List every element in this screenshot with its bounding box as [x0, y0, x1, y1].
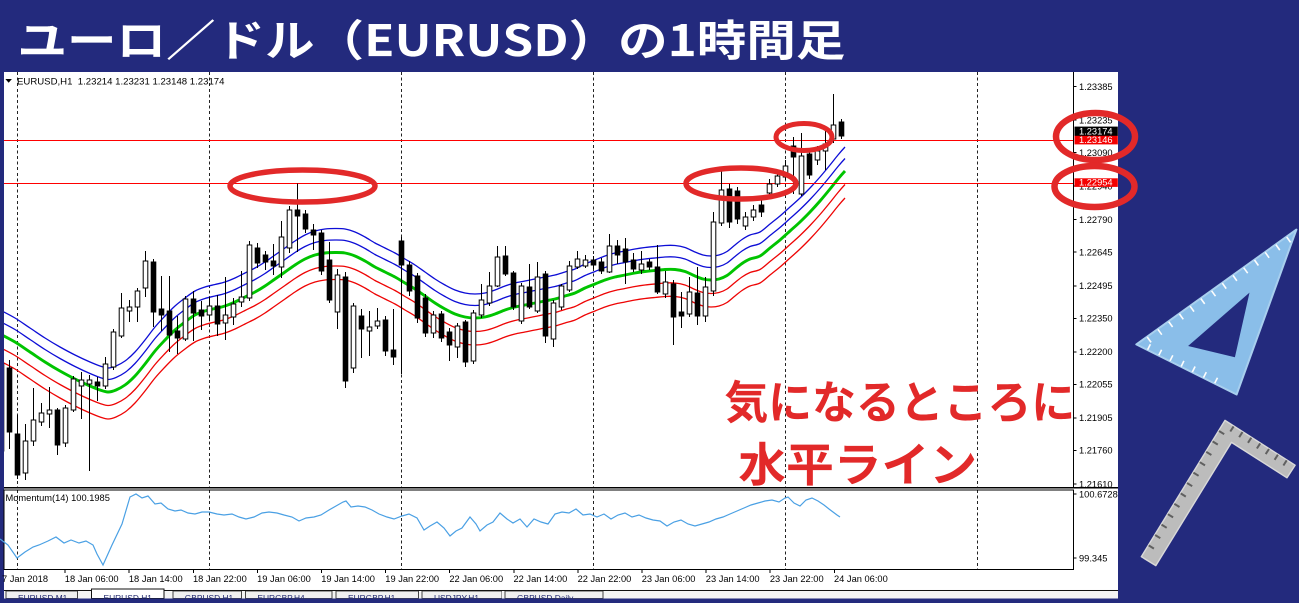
svg-text:24 Jan 06:00: 24 Jan 06:00 — [834, 574, 888, 584]
svg-text:23 Jan 22:00: 23 Jan 22:00 — [770, 574, 824, 584]
svg-text:USDJPY,H1: USDJPY,H1 — [434, 593, 479, 603]
svg-text:EURUSD,H1: EURUSD,H1 — [104, 593, 153, 603]
svg-text:EURGBP,H4: EURGBP,H4 — [257, 593, 305, 603]
svg-text:EURUSD,M1: EURUSD,M1 — [18, 593, 68, 603]
svg-text:23 Jan 14:00: 23 Jan 14:00 — [706, 574, 760, 584]
svg-text:1.23174: 1.23174 — [1079, 126, 1113, 136]
svg-text:EURGBP,H1: EURGBP,H1 — [348, 593, 396, 603]
svg-text:1.23235: 1.23235 — [1079, 115, 1113, 125]
svg-text:1.23146: 1.23146 — [1079, 135, 1113, 145]
svg-text:99.345: 99.345 — [1079, 553, 1107, 563]
svg-text:1.23385: 1.23385 — [1079, 82, 1113, 92]
svg-text:GBPUSD,H1: GBPUSD,H1 — [185, 593, 234, 603]
svg-text:Momentum(14) 100.1985: Momentum(14) 100.1985 — [6, 493, 110, 503]
svg-text:1.22055: 1.22055 — [1079, 380, 1113, 390]
svg-text:1.21610: 1.21610 — [1079, 479, 1113, 489]
svg-text:7 Jan 2018: 7 Jan 2018 — [2, 574, 48, 584]
svg-text:18 Jan 22:00: 18 Jan 22:00 — [193, 574, 247, 584]
svg-text:1.22200: 1.22200 — [1079, 347, 1113, 357]
svg-text:19 Jan 22:00: 19 Jan 22:00 — [385, 574, 439, 584]
svg-text:GBPUSD,Daily: GBPUSD,Daily — [517, 593, 574, 603]
svg-text:1.22790: 1.22790 — [1079, 215, 1113, 225]
svg-text:18 Jan 14:00: 18 Jan 14:00 — [129, 574, 183, 584]
svg-text:1.22350: 1.22350 — [1079, 314, 1113, 324]
svg-text:19 Jan 14:00: 19 Jan 14:00 — [321, 574, 375, 584]
svg-text:1.23090: 1.23090 — [1079, 148, 1113, 158]
svg-text:22 Jan 14:00: 22 Jan 14:00 — [514, 574, 568, 584]
svg-text:1.21905: 1.21905 — [1079, 413, 1113, 423]
svg-text:1.21760: 1.21760 — [1079, 446, 1113, 456]
svg-text:EURUSD,H1 1.23214 1.23231 1.2: EURUSD,H1 1.23214 1.23231 1.23148 1.2317… — [17, 77, 225, 88]
svg-text:1.22954: 1.22954 — [1079, 178, 1113, 188]
svg-text:23 Jan 06:00: 23 Jan 06:00 — [642, 574, 696, 584]
svg-text:19 Jan 06:00: 19 Jan 06:00 — [257, 574, 311, 584]
svg-text:18 Jan 06:00: 18 Jan 06:00 — [65, 574, 119, 584]
svg-text:1.22495: 1.22495 — [1079, 281, 1113, 291]
svg-text:1.22645: 1.22645 — [1079, 248, 1113, 258]
svg-text:22 Jan 06:00: 22 Jan 06:00 — [449, 574, 503, 584]
svg-text:100.6728: 100.6728 — [1079, 489, 1118, 499]
svg-text:22 Jan 22:00: 22 Jan 22:00 — [578, 574, 632, 584]
